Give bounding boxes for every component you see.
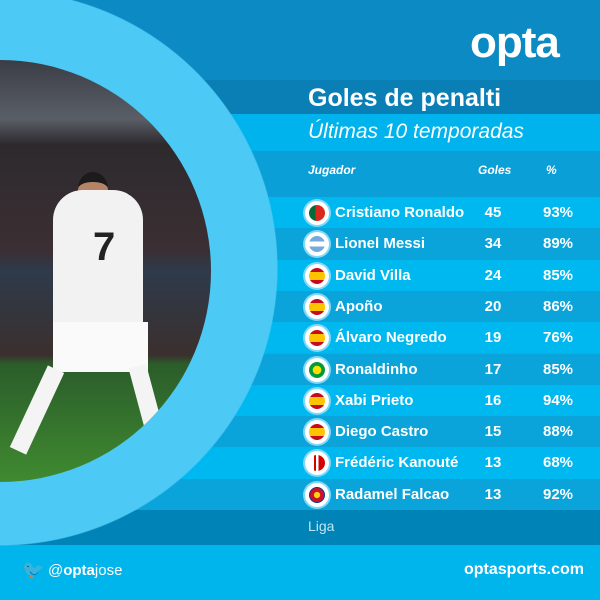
player-shorts — [53, 322, 148, 372]
sevilla-crest-icon — [305, 451, 329, 476]
pct-value: 89% — [542, 235, 574, 253]
player-name: Diego Castro — [335, 423, 429, 441]
portugal-flag-icon — [305, 201, 329, 225]
twitter-bird-icon: 🐦 — [22, 560, 45, 580]
goals-value: 13 — [484, 454, 502, 472]
player-name: Álvaro Negredo — [335, 329, 447, 347]
pct-value: 88% — [542, 423, 574, 441]
argentina-crest-icon — [305, 232, 329, 257]
goals-value: 15 — [484, 423, 502, 441]
pct-value: 92% — [542, 485, 574, 503]
goals-value: 19 — [484, 329, 502, 347]
goals-value: 45 — [484, 204, 502, 221]
brazil-crest-icon — [305, 357, 329, 382]
page-subtitle: Últimas 10 temporadas — [308, 120, 524, 143]
pct-value: 76% — [542, 329, 574, 347]
pct-value: 86% — [542, 297, 574, 315]
table-row: Cristiano Ronaldo 45 93% — [0, 197, 600, 228]
player-name: Apoño — [335, 297, 383, 315]
shirt-number: 7 — [93, 225, 116, 269]
competition-label: Liga — [308, 518, 335, 534]
page-title: Goles de penalti — [308, 84, 502, 112]
table-row: Apoño 20 86% — [0, 291, 600, 322]
spain-flag-icon — [305, 294, 329, 319]
column-header-player: Jugador — [308, 163, 356, 177]
spain-flag-icon — [305, 388, 329, 413]
table-row: Xabi Prieto 16 94% — [0, 385, 600, 416]
table-row: Lionel Messi 34 89% — [0, 228, 600, 259]
player-shirt — [53, 190, 143, 330]
pct-value: 68% — [542, 454, 574, 472]
table-row: David Villa 24 85% — [0, 260, 600, 291]
twitter-handle[interactable]: @optajose — [48, 562, 123, 579]
player-name: Cristiano Ronaldo — [335, 204, 465, 221]
spain-flag-icon — [305, 263, 329, 288]
player-name: Radamel Falcao — [335, 485, 450, 503]
column-header-goals: Goles — [478, 163, 512, 177]
column-header-pct: % — [546, 163, 557, 177]
pct-value: 93% — [542, 204, 574, 221]
goals-value: 34 — [484, 235, 502, 253]
goals-value: 17 — [484, 360, 502, 378]
website-link[interactable]: optasports.com — [464, 561, 585, 578]
table-row: Radamel Falcao 13 92% — [0, 479, 600, 510]
table-row: Diego Castro 15 88% — [0, 416, 600, 447]
opta-logo: opta — [470, 18, 560, 67]
player-name: Frédéric Kanouté — [335, 454, 459, 472]
goals-value: 13 — [484, 485, 502, 503]
pct-value: 94% — [542, 391, 574, 409]
table-row: Frédéric Kanouté 13 68% — [0, 447, 600, 478]
player-name: Ronaldinho — [335, 360, 418, 378]
goals-value: 24 — [484, 266, 502, 284]
goals-value: 16 — [484, 391, 502, 409]
spain-flag-icon — [305, 420, 329, 445]
colombia-crest-icon — [305, 482, 329, 507]
table-row: Ronaldinho 17 85% — [0, 354, 600, 385]
player-name: David Villa — [335, 266, 411, 284]
spain-flag-icon — [305, 326, 329, 351]
goals-value: 20 — [484, 297, 502, 315]
pct-value: 85% — [542, 360, 574, 378]
pct-value: 85% — [542, 266, 574, 284]
table-row: Álvaro Negredo 19 76% — [0, 322, 600, 353]
player-name: Xabi Prieto — [335, 391, 414, 409]
player-name: Lionel Messi — [335, 235, 426, 253]
